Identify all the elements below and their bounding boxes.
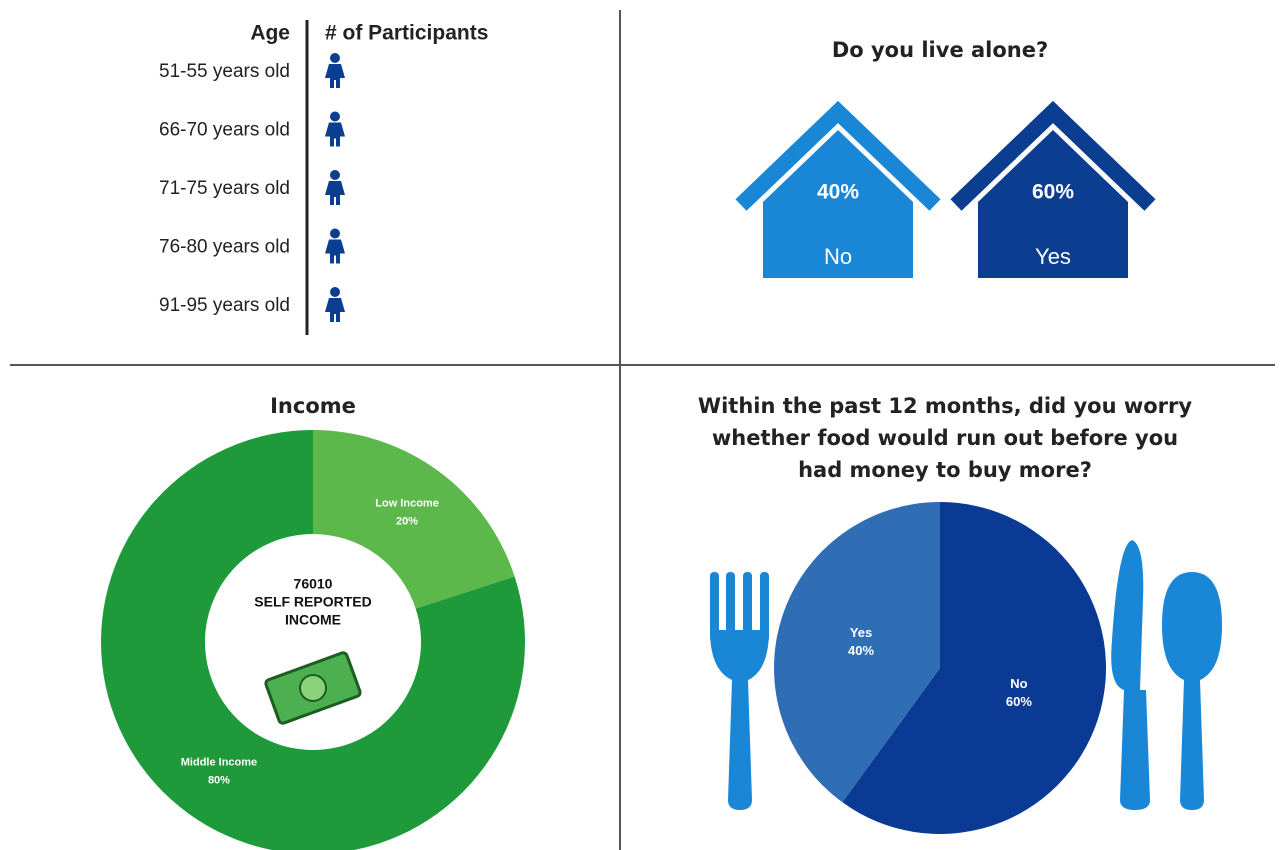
slice-value-label: 20%	[396, 515, 418, 527]
knife-icon	[1111, 540, 1150, 810]
spoon-icon	[1162, 572, 1222, 810]
person-icon	[325, 53, 345, 88]
category-label: 51-55 years old	[159, 61, 290, 82]
person-icon	[325, 287, 345, 322]
money-icon	[265, 652, 362, 725]
person-icon	[325, 170, 345, 205]
category-label: Yes	[1035, 244, 1071, 269]
page: {"chart_data": [ {"type": "pictogram", "…	[0, 0, 1282, 850]
center-label: SELF REPORTED	[254, 594, 371, 610]
column-header: # of Participants	[325, 22, 488, 45]
category-label: 66-70 years old	[159, 120, 290, 141]
person-icon	[325, 112, 345, 147]
chart-title: Within the past 12 months, did you worry…	[690, 390, 1200, 486]
slice-label: Middle Income	[181, 756, 257, 768]
slice-value-label: 40%	[848, 643, 874, 658]
slice-value-label: 60%	[1006, 694, 1032, 709]
category-label: 76-80 years old	[159, 237, 290, 258]
center-label: INCOME	[285, 612, 341, 628]
chart-title: Do you live alone?	[770, 34, 1110, 66]
slice-value-label: 80%	[208, 774, 230, 786]
value-label: 40%	[817, 181, 859, 204]
category-label: 91-95 years old	[159, 295, 290, 316]
category-label: 71-75 years old	[159, 178, 290, 199]
person-icon	[325, 229, 345, 264]
value-label: 60%	[1032, 181, 1074, 204]
slice-label: Low Income	[375, 497, 439, 509]
chart-title: Income	[163, 390, 463, 422]
center-label: 76010	[294, 576, 333, 592]
fork-icon	[710, 572, 769, 810]
slice-label: No	[1010, 676, 1027, 691]
category-label: No	[824, 244, 852, 269]
slice-label: Yes	[850, 625, 872, 640]
column-header: Age	[250, 22, 290, 45]
